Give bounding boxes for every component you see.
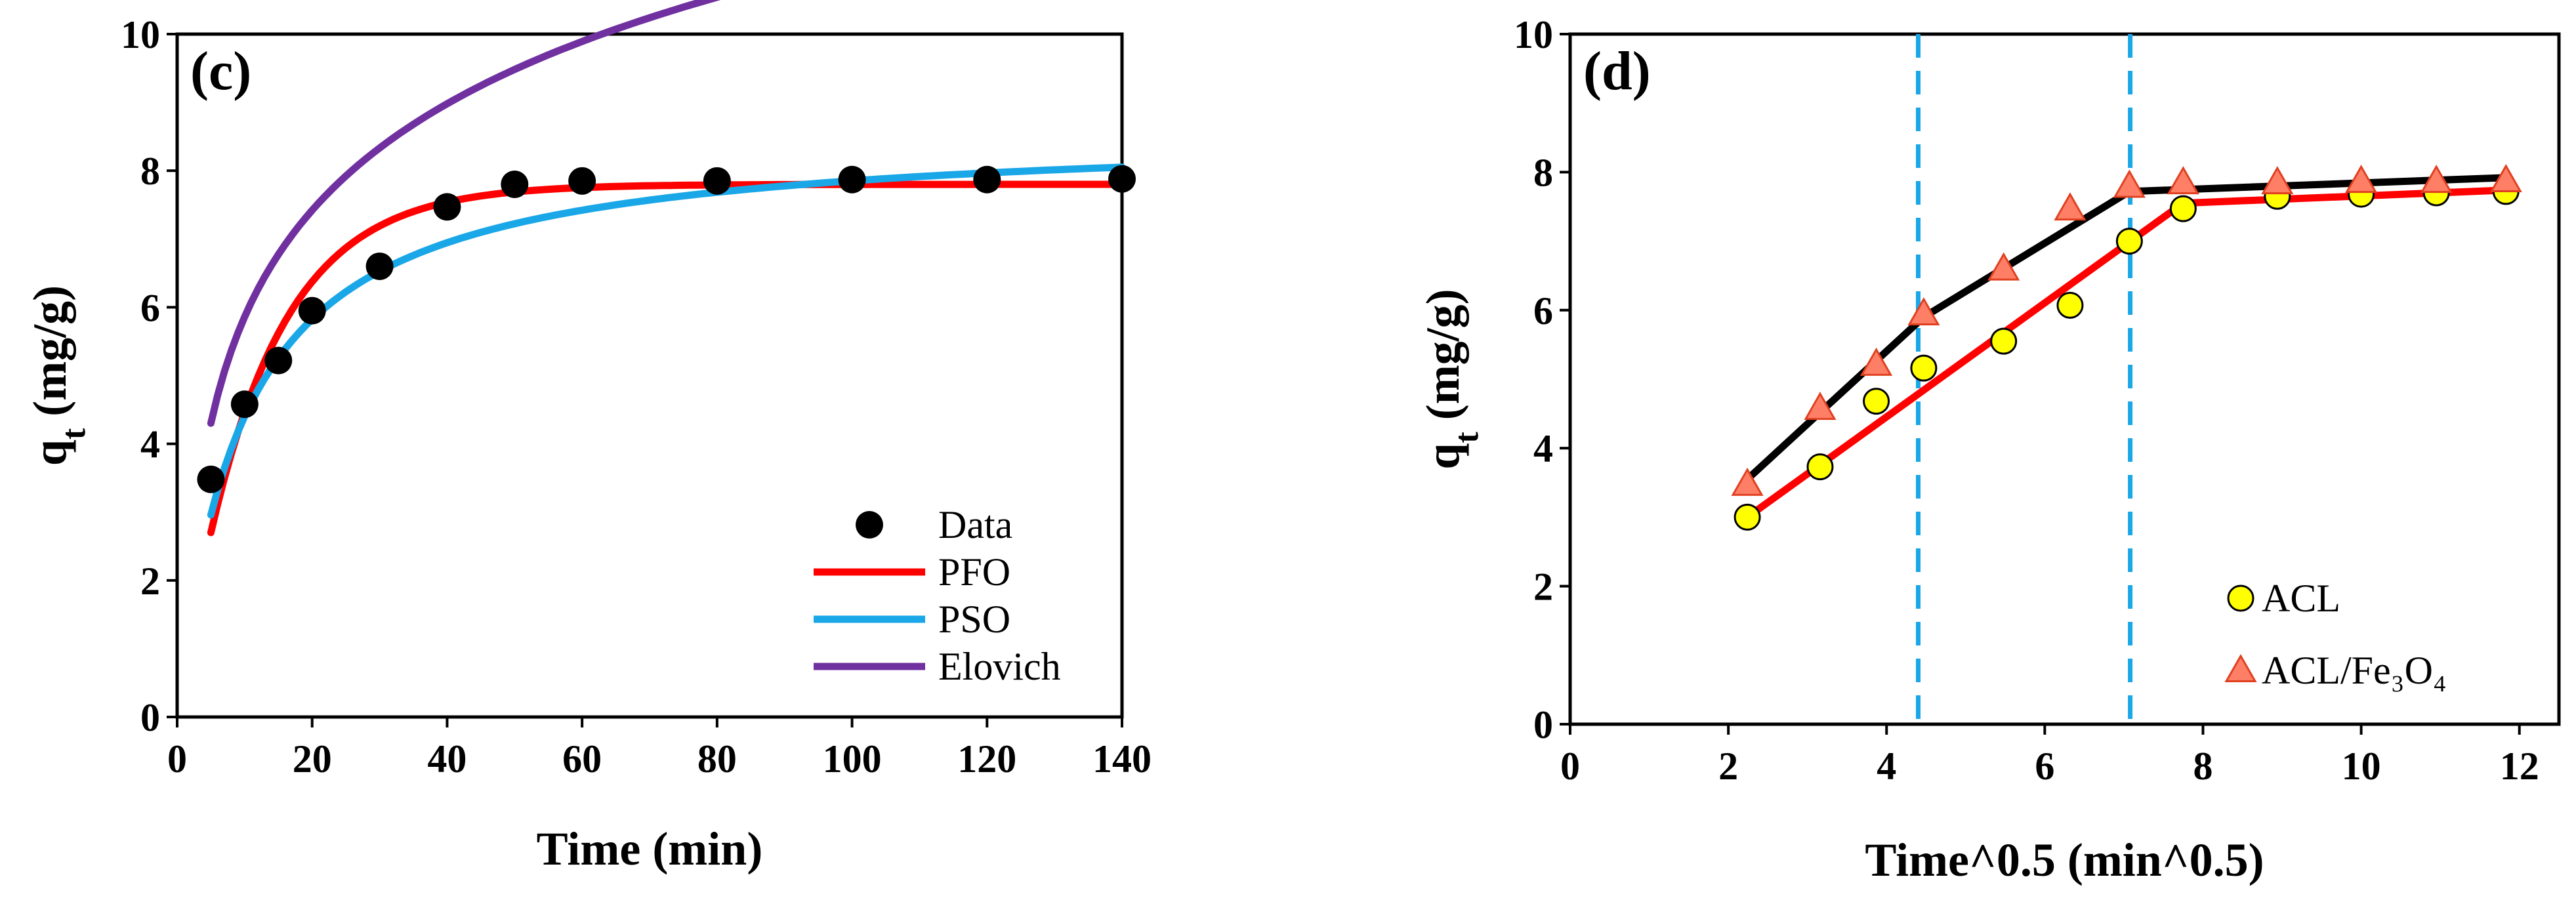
data-point-data — [298, 297, 326, 325]
data-point-acl-fe-o- — [2489, 164, 2522, 193]
data-point-acl — [2115, 228, 2143, 255]
panel-c-plot-area — [175, 32, 1124, 719]
series-line-acl-fe-o-fit — [1743, 174, 2510, 483]
y-tick-label: 8 — [1533, 151, 1553, 194]
x-tick-label: 0 — [1560, 745, 1580, 788]
y-tick-label: 6 — [140, 286, 160, 329]
series-line-pso — [207, 163, 1126, 519]
data-point-acl-fe-o- — [2345, 165, 2378, 194]
x-tick-label: 80 — [697, 737, 737, 781]
y-tick-label: 4 — [140, 423, 160, 466]
panel-d-y-axis-label-sub: t — [1448, 432, 1485, 443]
data-point-acl-fe-o- — [2420, 165, 2453, 194]
panel-c-kinetic-models: 0 20 40 60 80 100 120 140 0 2 4 6 8 10 (c) Time (min)… — [24, 0, 1152, 875]
data-point-acl-fe-o- — [1987, 252, 2020, 281]
panel-c-axes: 0 20 40 60 80 100 120 140 0 2 4 6 8 10 — [121, 13, 1152, 781]
data-point-data — [433, 193, 461, 221]
panel-d-stage-dividers — [1915, 34, 2133, 724]
y-tick-label: 10 — [1514, 13, 1553, 56]
panel-c-y-axis-label-units: (mg/g) — [24, 285, 76, 417]
x-tick-label: 140 — [1092, 737, 1152, 781]
legend-label: Elovich — [938, 645, 1061, 688]
data-point-acl-fe-o- — [1859, 347, 1893, 376]
y-tick-label: 6 — [1533, 289, 1553, 333]
data-point-acl-fe-o- — [2113, 169, 2146, 198]
data-point-acl — [2056, 291, 2084, 319]
legend-label: ACL/Fe₃O₄ — [2262, 649, 2447, 692]
legend-label: ACL — [2262, 577, 2340, 620]
panel-d-data-points — [1731, 164, 2522, 531]
x-tick-label: 2 — [1718, 745, 1738, 788]
data-point-acl-fe-o- — [2054, 192, 2087, 221]
data-point-data — [264, 346, 293, 375]
panel-d-x-axis-label: Time^0.5 (min^0.5) — [1865, 834, 2264, 886]
x-tick-label: 4 — [1877, 745, 1896, 788]
data-point-acl-fe-o- — [1804, 392, 1837, 420]
data-point-data — [230, 390, 259, 419]
y-tick-label: 0 — [1533, 703, 1553, 747]
legend-marker — [2227, 584, 2254, 612]
panel-c-label: (c) — [190, 41, 251, 102]
series-line-pfo — [207, 180, 1126, 537]
data-point-acl-fe-o- — [1731, 467, 1764, 496]
x-tick-label: 8 — [2193, 745, 2212, 788]
data-point-data — [501, 171, 529, 199]
legend-marker — [856, 511, 883, 539]
data-point-data — [365, 252, 394, 280]
panel-d-y-axis-label-q: q — [1417, 443, 1469, 470]
x-tick-label: 120 — [957, 737, 1016, 781]
y-tick-label: 10 — [121, 13, 160, 56]
legend-label: PFO — [938, 550, 1010, 594]
data-point-acl-fe-o- — [2167, 166, 2199, 195]
legend-label: Data — [938, 503, 1012, 546]
panel-c-x-axis-label: Time (min) — [537, 823, 763, 875]
x-tick-label: 10 — [2342, 745, 2381, 788]
panel-d-label: (d) — [1583, 41, 1651, 102]
y-tick-label: 4 — [1533, 427, 1553, 470]
x-tick-label: 40 — [427, 737, 467, 781]
legend-label: PSO — [938, 598, 1010, 641]
panel-c-y-axis-label-sub: t — [55, 428, 93, 440]
data-point-acl — [1734, 503, 1761, 531]
y-tick-label: 2 — [140, 560, 160, 603]
panel-c-fit-lines — [207, 0, 1126, 537]
x-tick-label: 6 — [2035, 745, 2054, 788]
legend-marker — [2224, 653, 2257, 682]
x-tick-label: 60 — [562, 737, 602, 781]
y-tick-label: 8 — [140, 150, 160, 193]
data-point-acl — [1863, 388, 1890, 415]
data-point-acl — [1910, 354, 1938, 382]
data-point-acl — [2169, 195, 2197, 222]
x-tick-label: 100 — [823, 737, 882, 781]
panel-d-y-axis-label-units: (mg/g) — [1417, 289, 1469, 420]
data-point-acl — [1806, 453, 1834, 481]
panel-c-data-points — [197, 165, 1136, 493]
panel-c-y-axis-label: qt (mg/g) — [24, 285, 93, 466]
panel-d-y-axis-label: qt (mg/g) — [1417, 289, 1485, 469]
x-tick-label: 12 — [2500, 745, 2539, 788]
panel-d-legend: ACL ACL/Fe₃O₄ — [2224, 577, 2447, 692]
data-point-data — [1108, 165, 1136, 193]
y-tick-label: 0 — [140, 696, 160, 739]
series-line-elovich — [207, 0, 721, 427]
x-tick-label: 0 — [167, 737, 187, 781]
panel-c-y-axis-label-q: q — [24, 440, 76, 466]
data-point-data — [197, 465, 225, 493]
data-point-acl-fe-o- — [1907, 297, 1940, 326]
data-point-data — [838, 165, 866, 194]
data-point-data — [703, 167, 731, 195]
data-point-acl — [1990, 327, 2018, 355]
x-tick-label: 20 — [293, 737, 332, 781]
data-point-data — [973, 165, 1001, 194]
data-point-acl-fe-o- — [2261, 166, 2294, 195]
data-point-data — [568, 167, 596, 195]
y-tick-label: 2 — [1533, 565, 1553, 609]
panel-d-plot-area — [1568, 32, 2561, 726]
panel-d-axes: 0 2 4 6 8 10 12 0 2 4 6 8 10 — [1514, 13, 2539, 788]
